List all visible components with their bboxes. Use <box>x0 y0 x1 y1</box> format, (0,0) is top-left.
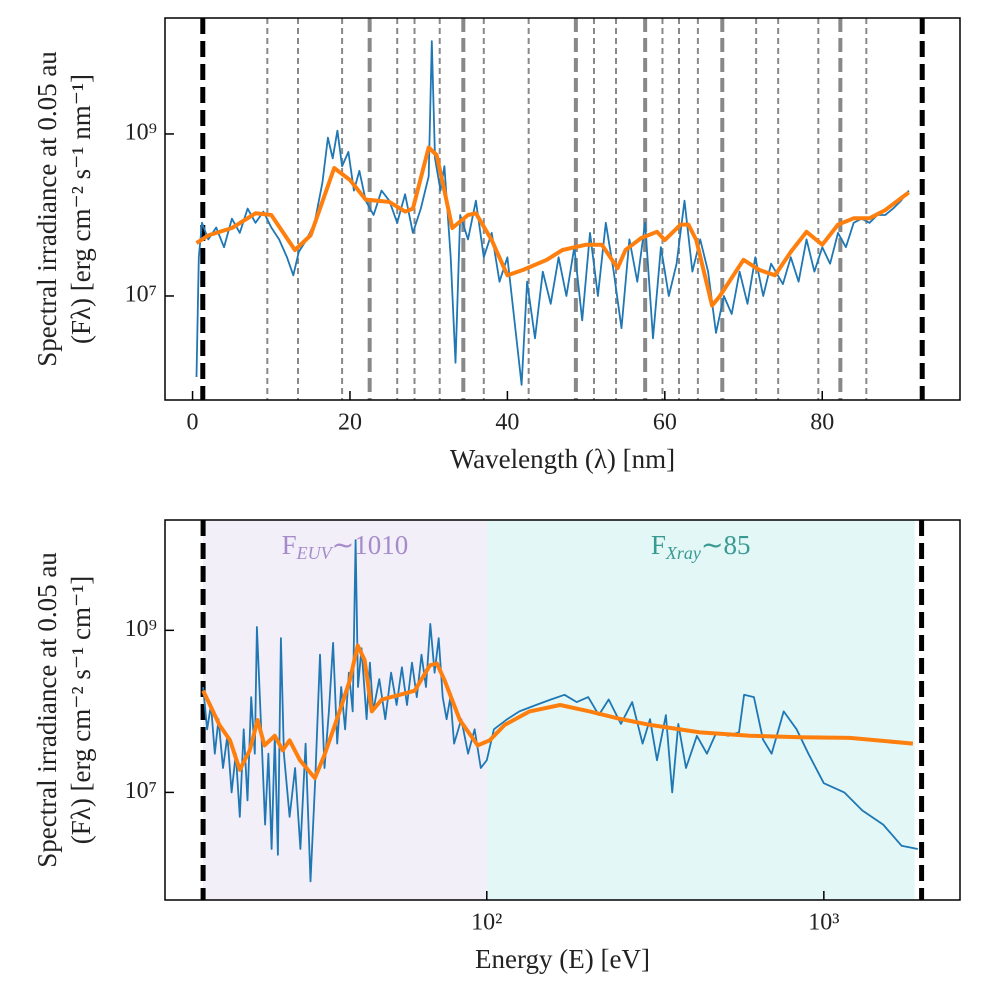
y-tick-label: 10⁷ <box>125 281 157 307</box>
y-axis-label: Spectral irradiance at 0.05 au <box>32 552 62 868</box>
x-tick-label: 10³ <box>808 910 839 936</box>
series-line <box>201 643 914 781</box>
region-label-main: F <box>651 530 666 560</box>
y-tick-label: 10⁷ <box>125 778 157 804</box>
region-label-value: ∼85 <box>701 530 751 560</box>
axes-frame <box>164 17 961 401</box>
x-tick-label: 60 <box>653 410 677 436</box>
panel: 0 20 40 60 80 10⁷ 10⁹ Wavelength (λ) [nm] Spectr… <box>32 17 961 474</box>
x-tick-label: 80 <box>810 410 834 436</box>
plot-area <box>195 18 925 400</box>
y-tick-label: 10⁹ <box>125 616 157 642</box>
x-tick-label: 20 <box>338 410 362 436</box>
region-label: FXray∼85 <box>651 530 751 563</box>
region-label-value: ∼1010 <box>332 530 409 560</box>
x-axis-label: Energy (E) [eV] <box>475 944 650 974</box>
y-axis-label: (Fλ) [erg cm⁻² s⁻¹ nm⁻¹] <box>66 74 96 344</box>
series-line <box>195 40 910 386</box>
shaded-region <box>486 520 915 900</box>
region-label: FEUV∼1010 <box>282 530 409 563</box>
plot-area <box>200 520 925 900</box>
region-label-main: F <box>282 530 297 560</box>
region-label-sub: Xray <box>665 543 701 563</box>
y-tick-label: 10⁹ <box>125 119 157 145</box>
series-line <box>195 145 910 308</box>
y-axis-label: Spectral irradiance at 0.05 au <box>32 51 62 367</box>
y-axis-label: (Fλ) [erg cm⁻² s⁻¹ cm⁻¹] <box>66 576 96 845</box>
x-axis-label: Wavelength (λ) [nm] <box>450 444 675 474</box>
series-line <box>202 539 918 883</box>
x-tick-label: 40 <box>495 410 519 436</box>
region-label-sub: EUV <box>296 543 334 563</box>
x-tick-label: 10² <box>471 910 502 936</box>
x-tick-label: 0 <box>187 410 199 436</box>
axes-frame <box>164 519 961 901</box>
